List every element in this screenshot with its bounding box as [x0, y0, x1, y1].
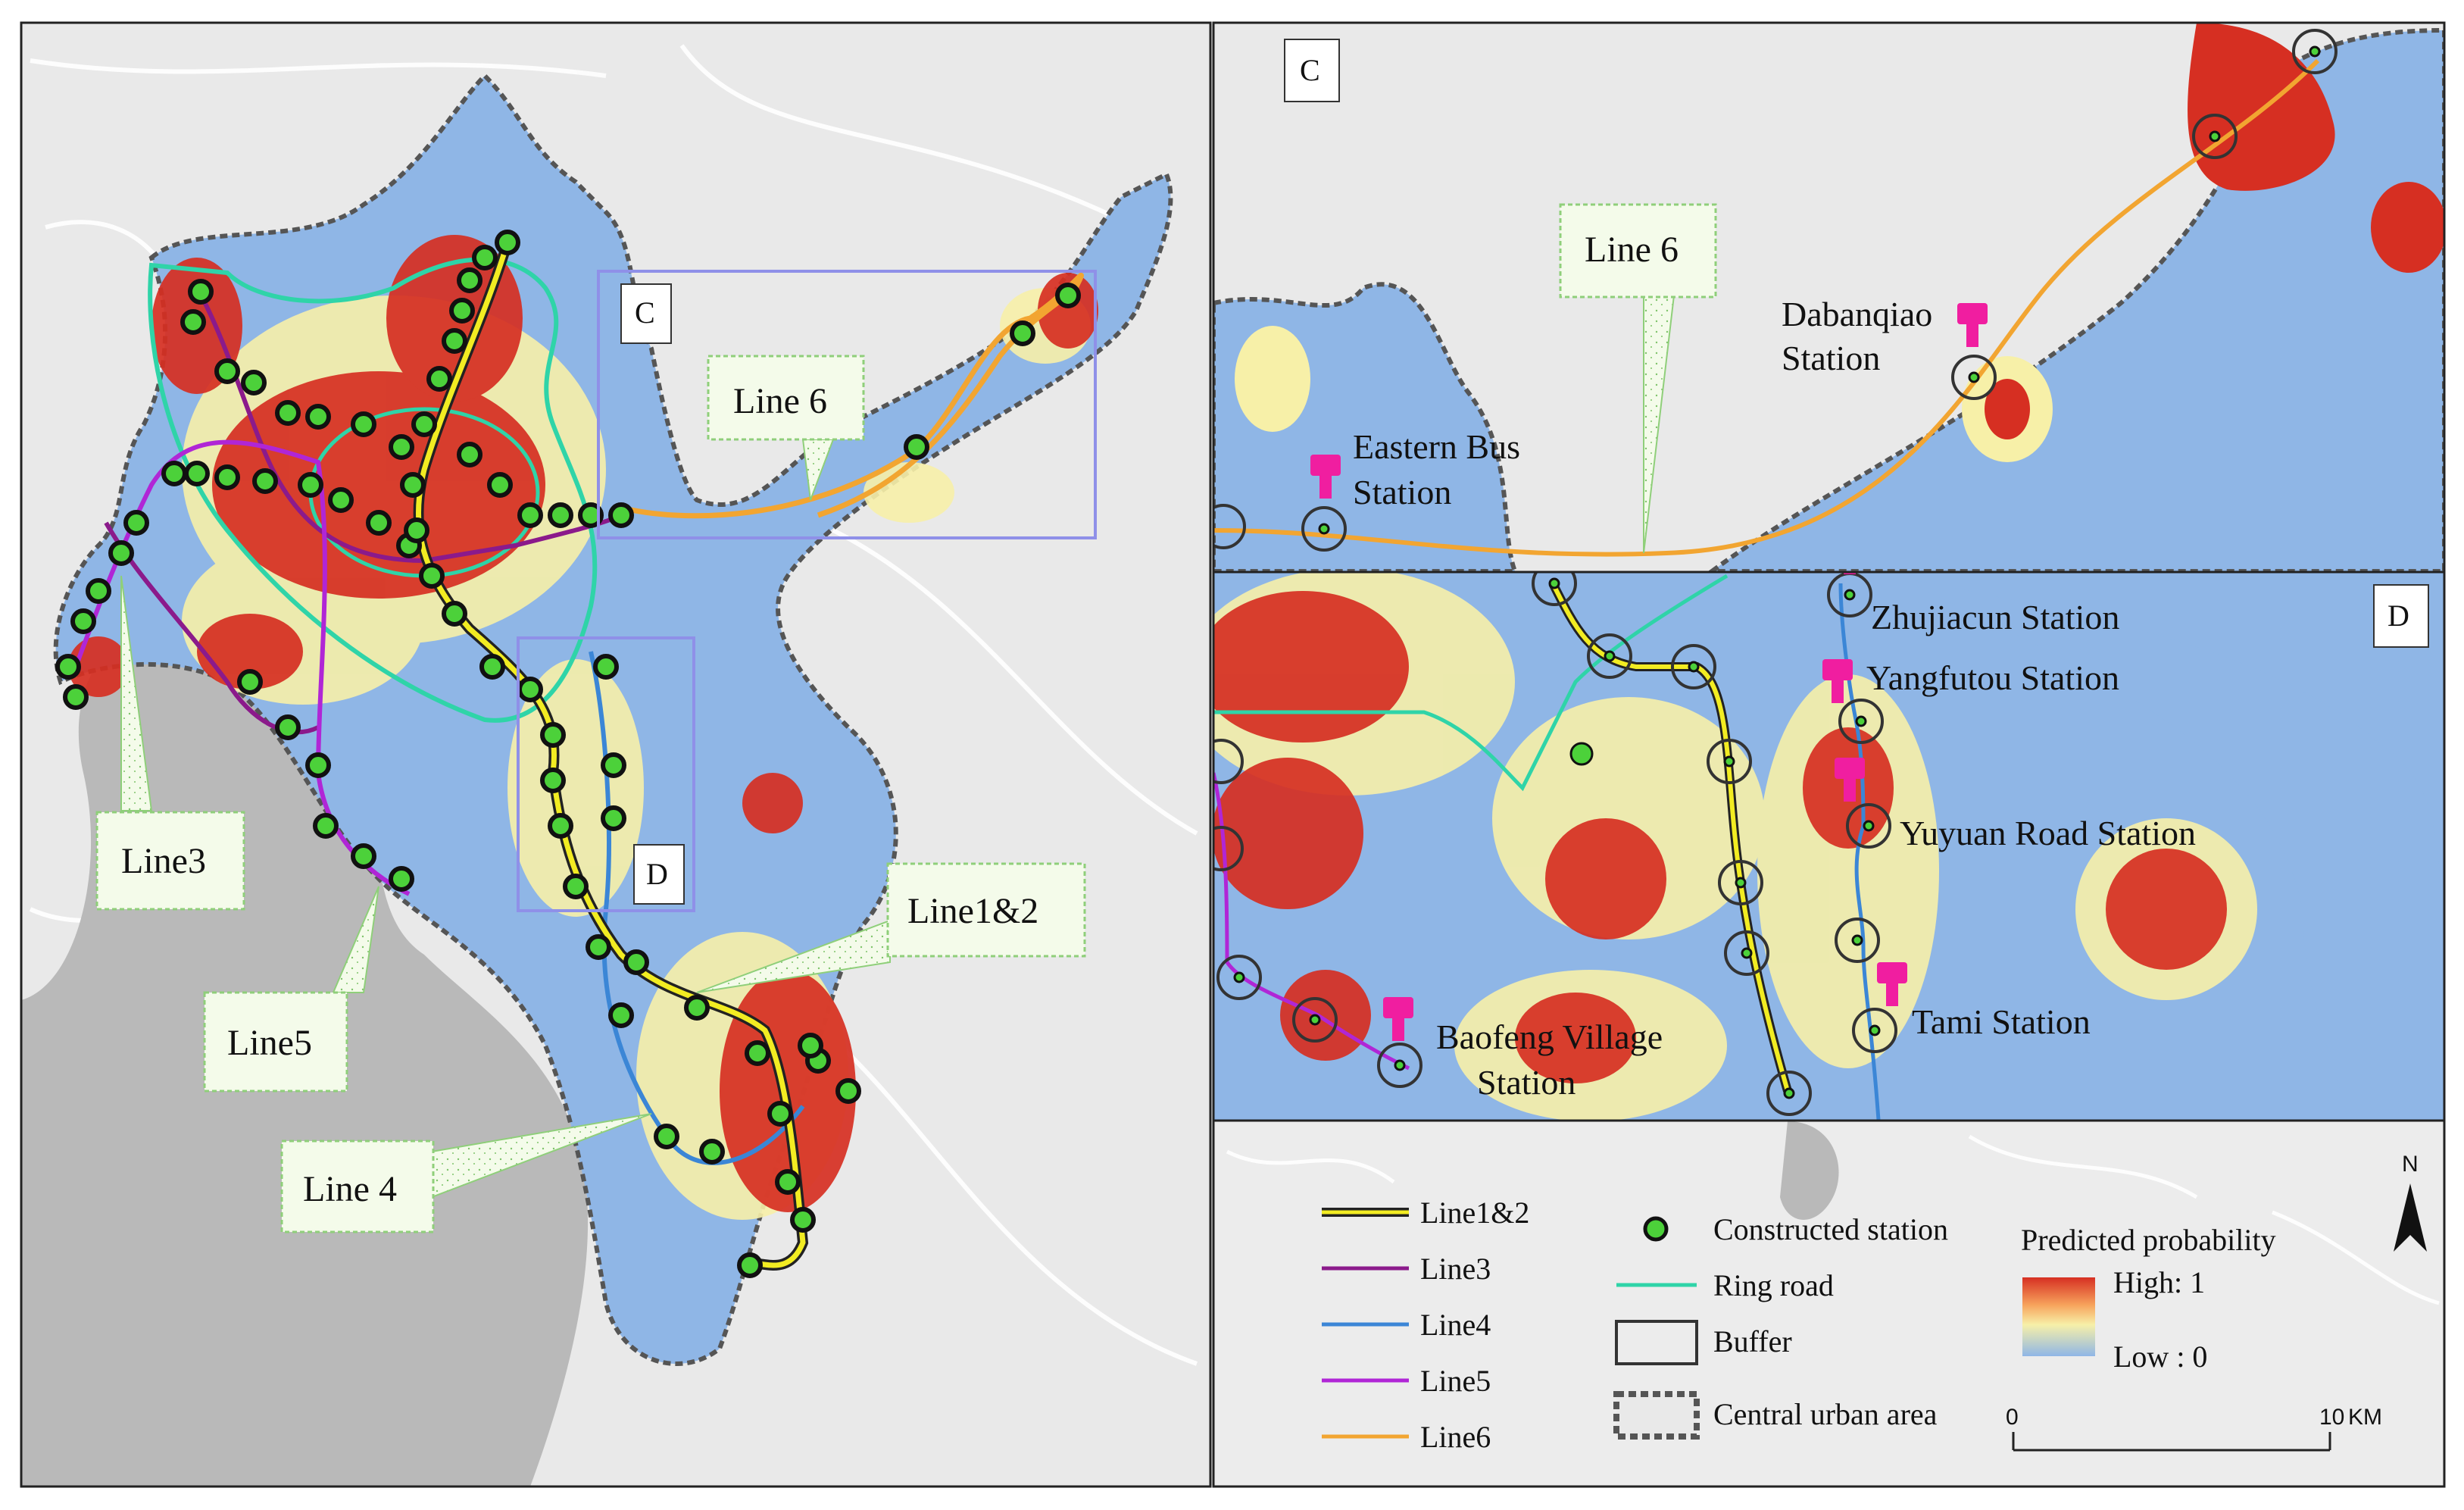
- station-label-zhujiacun: Zhujiacun Station: [1871, 598, 2119, 636]
- north-arrow-icon: N: [2394, 1152, 2427, 1252]
- panel-c-map: C Line 6 Dabanqiao Station Eastern Bus S…: [1213, 23, 2444, 571]
- callout-line12: Line1&2: [696, 862, 1086, 993]
- callout-line6-text: Line 6: [733, 381, 827, 421]
- overview-map: C D Line 6 Line3 Line5 Line 4 Line1&2: [21, 23, 1210, 1487]
- legend-probability-title: Predicted probability: [2021, 1223, 2276, 1257]
- inset-frame-c: [597, 270, 1097, 539]
- legend-panel: Line1&2 Line3 Line4 Line5 Line6 Construc…: [1213, 1121, 2444, 1487]
- station-label-baofeng-2: Station: [1477, 1063, 1576, 1102]
- panel-c-line6: [1213, 58, 2320, 557]
- legend-constructed-station-label: Constructed station: [1713, 1212, 1948, 1246]
- panel-c-callout-text: Line 6: [1585, 230, 1679, 270]
- panel-d-letter: D: [2387, 599, 2409, 633]
- legend-probability-high: High: 1: [2113, 1265, 2205, 1299]
- scale-bar: 0 10 KM: [2006, 1405, 2382, 1452]
- station-label-eastern-bus-2: Station: [1353, 473, 1451, 511]
- callout-line4: Line 4: [280, 1113, 652, 1233]
- callout-line3: Line3: [95, 575, 245, 911]
- station-label-dabanqiao-1: Dabanqiao: [1782, 295, 1932, 333]
- scale-end: 10: [2319, 1405, 2344, 1430]
- inset-frame-d: [517, 636, 695, 912]
- callout-line6: Line 6: [707, 355, 865, 501]
- legend-line6-label: Line6: [1420, 1420, 1491, 1454]
- legend-line5-label: Line5: [1420, 1364, 1491, 1398]
- legend-buffer: Buffer: [1615, 1320, 1792, 1365]
- scale-unit: KM: [2348, 1405, 2382, 1430]
- inset-label-c: C: [635, 295, 655, 330]
- legend-ring-road: Ring road: [1616, 1268, 1834, 1302]
- legend-line5: Line5: [1322, 1364, 1491, 1398]
- inset-label-d: D: [646, 857, 668, 891]
- callout-line12-text: Line1&2: [907, 891, 1038, 931]
- legend-line12-label: Line1&2: [1420, 1196, 1529, 1230]
- legend-line3-label: Line3: [1420, 1252, 1491, 1286]
- pin-icon: [1310, 303, 1988, 499]
- legend-probability-low: Low : 0: [2113, 1340, 2207, 1374]
- scale-start: 0: [2006, 1405, 2019, 1430]
- station-label-yuyuan: Yuyuan Road Station: [1900, 814, 2196, 852]
- line5-path: [73, 439, 411, 896]
- legend-line4-label: Line4: [1420, 1308, 1491, 1342]
- station-label-eastern-bus-1: Eastern Bus: [1353, 427, 1520, 466]
- station-label-yangfutou: Yangfutou Station: [1866, 658, 2119, 697]
- legend-constructed-station: Constructed station: [1643, 1212, 1948, 1246]
- station-label-dabanqiao-2: Station: [1782, 339, 1880, 377]
- panel-d-map: D Zhujiacun Station Yangfutou Station Yu…: [1213, 573, 2444, 1120]
- panel-c-letter: C: [1300, 53, 1320, 87]
- legend-central-urban-area: Central urban area: [1613, 1391, 1938, 1440]
- legend-buffer-label: Buffer: [1713, 1324, 1792, 1358]
- ring-road: [148, 257, 598, 723]
- station-label-tami: Tami Station: [1912, 1002, 2091, 1041]
- legend-line6: Line6: [1322, 1420, 1491, 1454]
- legend-ring-road-label: Ring road: [1713, 1268, 1834, 1302]
- station-markers: [55, 230, 1081, 1278]
- north-label: N: [2402, 1152, 2419, 1177]
- station-label-baofeng-1: Baofeng Village: [1436, 1018, 1663, 1056]
- legend-line12: Line1&2: [1322, 1196, 1529, 1230]
- callout-line5-text: Line5: [227, 1023, 312, 1063]
- line6-path-ext: [817, 286, 1078, 518]
- legend-line4: Line4: [1322, 1308, 1491, 1342]
- callout-line3-text: Line3: [121, 841, 206, 881]
- pin-icon-d: [1383, 573, 1907, 1041]
- panel-d-ring-road: [1213, 574, 1729, 792]
- callout-line5: Line5: [203, 886, 379, 1093]
- legend-central-urban-area-label: Central urban area: [1713, 1397, 1938, 1431]
- panel-c-callout: Line 6: [1559, 203, 1717, 554]
- probability-color-ramp: [2022, 1277, 2095, 1356]
- callout-line4-text: Line 4: [303, 1169, 397, 1209]
- panel-d-line5: [1213, 772, 1410, 1071]
- legend-line3: Line3: [1322, 1252, 1491, 1286]
